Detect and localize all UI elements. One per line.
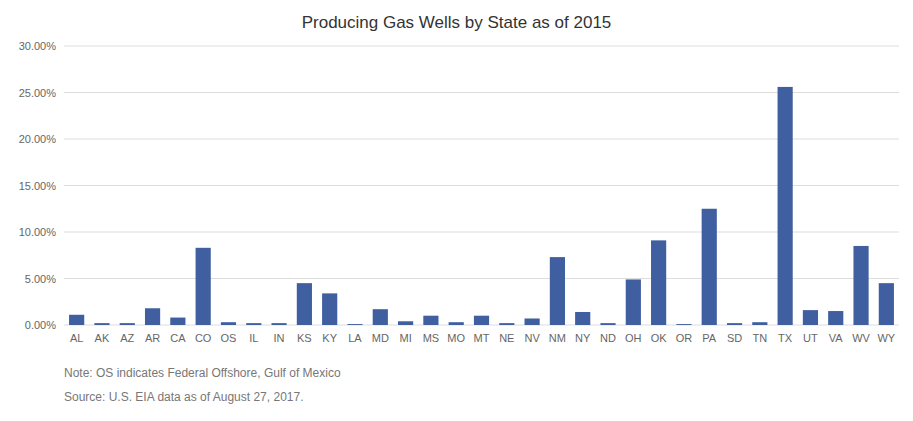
x-tick-label: WY — [877, 332, 895, 344]
x-tick-label: NV — [524, 332, 540, 344]
chart: Producing Gas Wells by State as of 2015 0… — [0, 0, 913, 421]
x-tick-label: OH — [625, 332, 642, 344]
x-tick-label: NE — [499, 332, 514, 344]
bar — [778, 87, 793, 325]
y-tick-label: 30.00% — [19, 40, 57, 52]
bar — [221, 322, 236, 325]
bar — [297, 283, 312, 325]
x-tick-label: MO — [447, 332, 465, 344]
bar — [120, 323, 135, 325]
bar — [525, 318, 540, 325]
bar — [752, 322, 767, 325]
x-tick-label: KY — [322, 332, 337, 344]
bar — [853, 246, 868, 325]
y-tick-label: 5.00% — [25, 273, 56, 285]
x-tick-label: TX — [778, 332, 793, 344]
chart-container: Producing Gas Wells by State as of 2015 0… — [0, 0, 913, 421]
y-tick-label: 0.00% — [25, 319, 56, 331]
y-tick-label: 25.00% — [19, 87, 57, 99]
y-tick-label: 20.00% — [19, 133, 57, 145]
bar — [94, 323, 109, 325]
x-tick-label: NY — [575, 332, 591, 344]
bar — [423, 316, 438, 325]
bar — [676, 324, 691, 325]
bar — [626, 279, 641, 325]
y-tick-label: 15.00% — [19, 180, 57, 192]
grid-line — [64, 46, 899, 47]
x-tick-label: UT — [803, 332, 818, 344]
x-tick-label: OR — [676, 332, 693, 344]
x-tick-label: TN — [752, 332, 767, 344]
bar — [322, 293, 337, 325]
x-tick-label: VA — [829, 332, 844, 344]
x-tick-label: OK — [651, 332, 668, 344]
y-axis: 0.00% 5.00% 10.00% 15.00% 20.00% 25.00% 30.00% — [19, 40, 57, 331]
grid-line — [64, 92, 899, 93]
x-tick-label: AL — [70, 332, 83, 344]
x-tick-label: MT — [474, 332, 490, 344]
bar — [170, 318, 185, 325]
x-tick-label: IN — [274, 332, 285, 344]
x-tick-label: WV — [852, 332, 870, 344]
bar — [575, 312, 590, 325]
bar — [271, 323, 286, 325]
bars — [69, 87, 894, 325]
bar — [651, 240, 666, 325]
x-tick-label: MD — [372, 332, 389, 344]
title: Producing Gas Wells by State as of 2015 — [302, 13, 612, 32]
bar — [246, 323, 261, 325]
bar — [145, 308, 160, 325]
grid-line — [64, 139, 899, 140]
x-tick-label: NM — [549, 332, 566, 344]
x-tick-label: MS — [423, 332, 440, 344]
bar — [449, 322, 464, 325]
x-tick-label: LA — [348, 332, 362, 344]
bar — [879, 283, 894, 325]
bar — [347, 324, 362, 325]
x-tick-label: AR — [145, 332, 160, 344]
x-tick-label: KS — [297, 332, 312, 344]
x-tick-label: MI — [399, 332, 411, 344]
bar — [727, 323, 742, 325]
x-tick-label: SD — [727, 332, 742, 344]
bar — [803, 310, 818, 325]
y-tick-label: 10.00% — [19, 226, 57, 238]
bar — [550, 257, 565, 325]
grid-line — [64, 185, 899, 186]
annotation: Source: U.S. EIA data as of August 27, 2… — [64, 390, 304, 404]
x-tick-label: CA — [170, 332, 186, 344]
x-tick-label: OS — [221, 332, 237, 344]
x-tick-label: PA — [702, 332, 717, 344]
bar — [702, 209, 717, 325]
bar — [373, 309, 388, 325]
bar — [474, 316, 489, 325]
x-tick-label: AZ — [120, 332, 134, 344]
x-axis: AL AK AZ AR CA CO OS IL IN KS KY LA MD MI MS MO MT NE NV NM… — [70, 332, 896, 344]
bar — [828, 311, 843, 325]
bar — [398, 321, 413, 325]
grid-line — [64, 278, 899, 279]
grid-line — [64, 232, 899, 233]
bar — [600, 323, 615, 325]
x-tick-label: IL — [249, 332, 258, 344]
x-tick-label: ND — [600, 332, 616, 344]
x-tick-label: CO — [195, 332, 212, 344]
x-tick-label: AK — [95, 332, 110, 344]
bar — [196, 248, 211, 325]
grid — [64, 46, 899, 325]
annotation: Note: OS indicates Federal Offshore, Gul… — [64, 366, 341, 380]
bar — [499, 323, 514, 325]
bar — [69, 315, 84, 325]
